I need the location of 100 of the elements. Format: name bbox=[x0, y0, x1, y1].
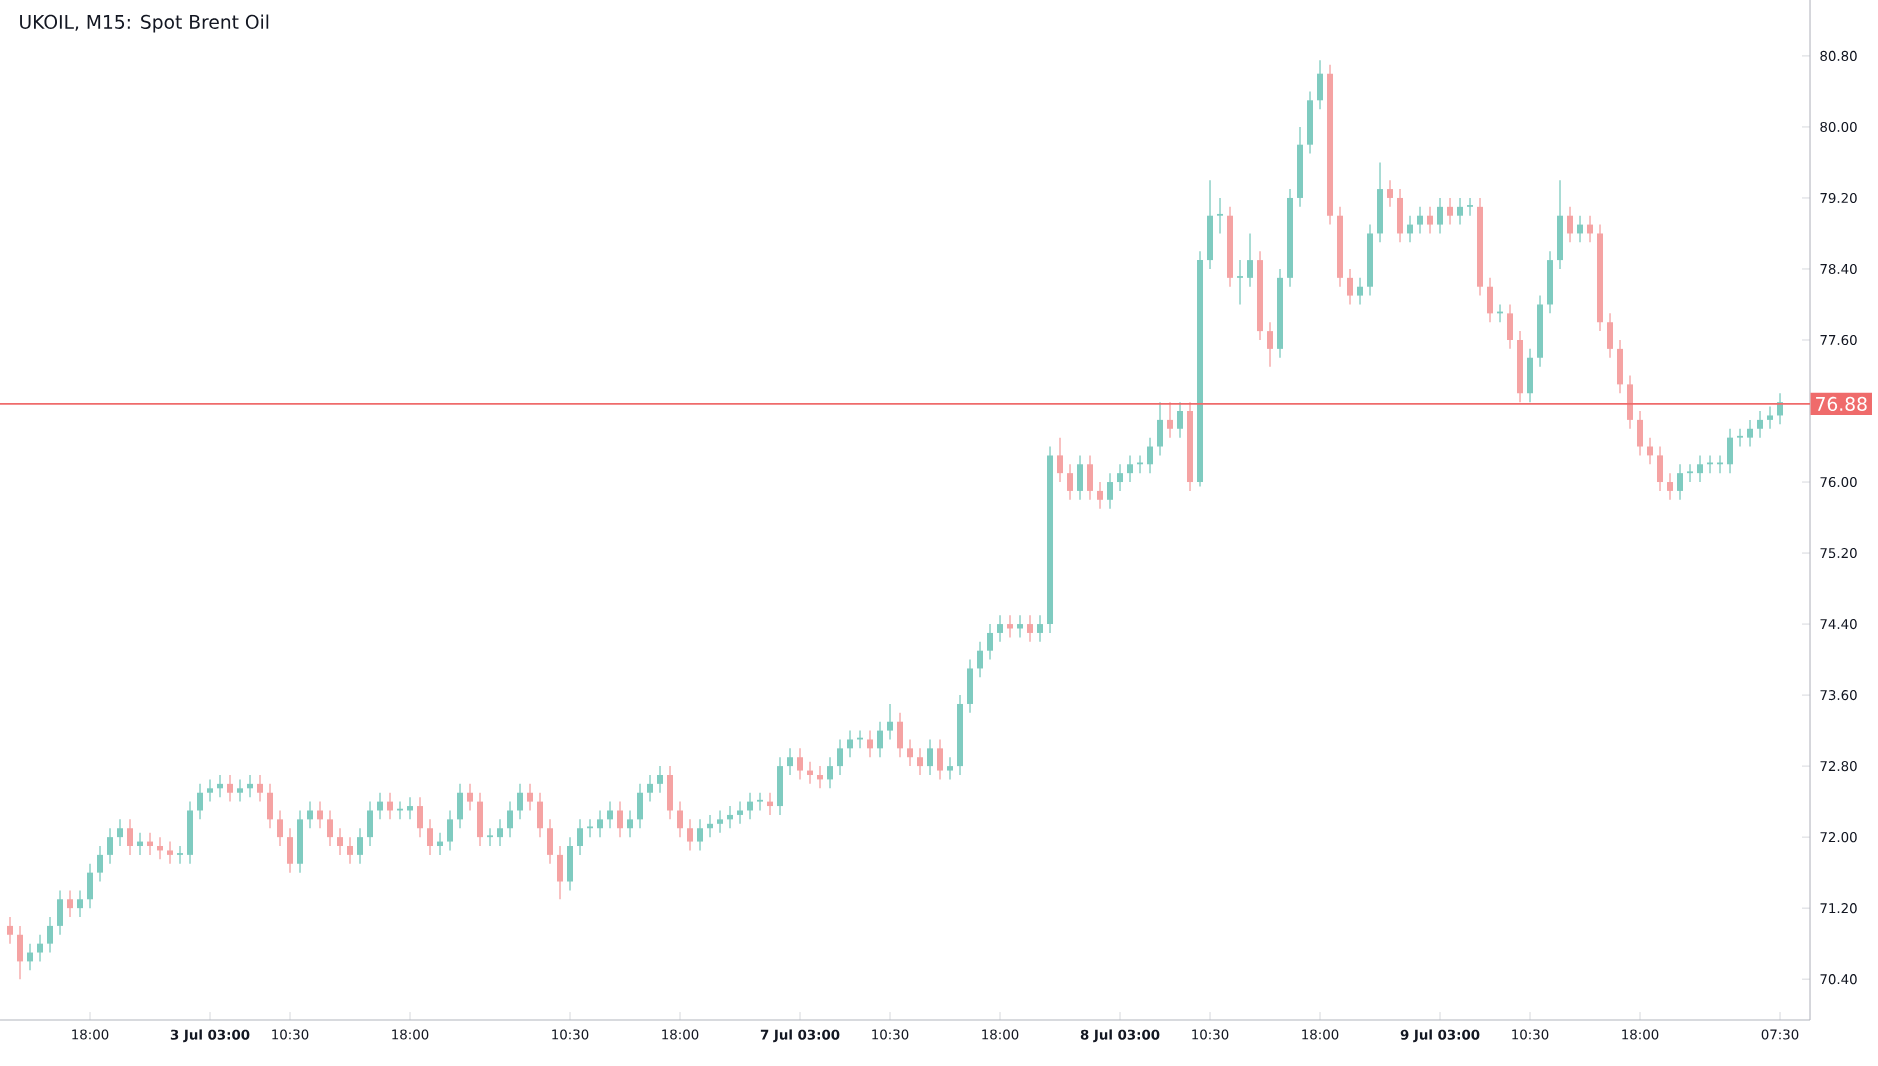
candlestick bbox=[1607, 312, 1614, 359]
candlestick bbox=[967, 658, 974, 714]
candlestick bbox=[507, 800, 514, 838]
candlestick bbox=[167, 840, 174, 865]
candlestick bbox=[947, 756, 954, 781]
candlestick bbox=[47, 916, 54, 954]
candlestick bbox=[327, 809, 334, 847]
candlestick bbox=[1397, 188, 1404, 244]
candlestick bbox=[627, 809, 634, 838]
candlestick bbox=[37, 934, 44, 963]
candlestick bbox=[547, 818, 554, 865]
candlestick bbox=[107, 827, 114, 865]
candlestick bbox=[1207, 179, 1214, 270]
candlestick bbox=[887, 703, 894, 741]
candlestick bbox=[747, 792, 754, 821]
candlestick bbox=[27, 942, 33, 971]
candlestick bbox=[307, 800, 314, 829]
candlestick bbox=[1557, 179, 1564, 270]
candlestick bbox=[267, 783, 273, 829]
candlestick bbox=[7, 916, 13, 945]
candlestick bbox=[17, 925, 24, 980]
candlestick bbox=[1357, 277, 1364, 306]
candlestick bbox=[1107, 472, 1114, 510]
candlestick bbox=[837, 738, 844, 776]
candlestick bbox=[97, 845, 104, 883]
candlestick bbox=[477, 792, 483, 847]
candlestick bbox=[1507, 303, 1514, 350]
candlestick bbox=[677, 800, 684, 838]
candlestick bbox=[487, 827, 494, 847]
candlestick bbox=[177, 845, 184, 865]
candlestick bbox=[1737, 428, 1744, 448]
candlestick bbox=[737, 800, 744, 825]
candlestick bbox=[1177, 401, 1184, 439]
candlestick bbox=[1347, 268, 1354, 306]
candlestick bbox=[1067, 463, 1074, 501]
candlestick bbox=[207, 778, 214, 803]
candlestick bbox=[1387, 179, 1394, 208]
candlestick bbox=[827, 756, 834, 789]
candlestick bbox=[1147, 436, 1154, 474]
candlestick bbox=[1627, 374, 1634, 430]
candlestick bbox=[1377, 161, 1384, 244]
candlestick bbox=[357, 827, 364, 865]
candlestick bbox=[197, 783, 203, 821]
candlestick bbox=[987, 623, 994, 661]
candlestick bbox=[237, 778, 244, 803]
candlestick bbox=[1547, 250, 1554, 315]
candlestick bbox=[287, 827, 294, 874]
candlestick bbox=[1307, 90, 1314, 155]
candlestick bbox=[1767, 405, 1774, 430]
candlestick bbox=[787, 747, 794, 776]
candlestick bbox=[277, 809, 284, 847]
candlestick bbox=[317, 800, 324, 829]
candlestick bbox=[1697, 454, 1704, 483]
candlestick bbox=[567, 836, 574, 892]
ref-line-label: 76.88 bbox=[1816, 396, 1867, 411]
candlestick bbox=[387, 792, 394, 821]
candlestick bbox=[587, 818, 594, 838]
candlestick bbox=[347, 836, 354, 865]
candlestick bbox=[1727, 428, 1734, 474]
candlestick bbox=[1007, 614, 1014, 639]
candlestick bbox=[1217, 197, 1224, 235]
candlestick bbox=[1457, 197, 1464, 226]
candlestick bbox=[1027, 614, 1034, 643]
candlestick bbox=[187, 800, 194, 865]
text: UKOIL, M15: Spot Brent Oil bbox=[20, 14, 269, 33]
candlestick bbox=[1447, 197, 1454, 226]
candlestick bbox=[977, 641, 984, 679]
candlestick bbox=[447, 809, 454, 852]
candlestick bbox=[1317, 59, 1324, 110]
candlestick bbox=[1097, 481, 1104, 510]
candlestick bbox=[1427, 206, 1434, 235]
candlestick bbox=[367, 800, 374, 847]
candlestick bbox=[457, 783, 464, 829]
candlestick bbox=[377, 792, 384, 821]
candlestick bbox=[1657, 445, 1664, 492]
candlestick bbox=[1017, 614, 1024, 639]
candlestick bbox=[537, 792, 544, 838]
candlestick bbox=[1647, 436, 1654, 465]
candlestick bbox=[1057, 436, 1064, 483]
candlestick bbox=[1267, 321, 1274, 368]
candlestick bbox=[57, 889, 63, 936]
candlestick bbox=[497, 818, 504, 847]
candlestick bbox=[1117, 463, 1124, 492]
candlestick bbox=[577, 818, 584, 856]
candlestick bbox=[527, 783, 533, 812]
candlestick bbox=[67, 889, 74, 918]
candlestick bbox=[1577, 215, 1584, 244]
candlestick bbox=[1407, 215, 1414, 244]
candlestick bbox=[1677, 463, 1684, 501]
candlestick bbox=[1617, 339, 1624, 394]
candlestick bbox=[1667, 472, 1674, 501]
candlestick bbox=[1417, 206, 1424, 235]
candlestick bbox=[77, 889, 83, 918]
candlestick bbox=[1157, 401, 1164, 457]
candlestick bbox=[657, 765, 664, 794]
candlestick bbox=[1037, 614, 1044, 643]
candlestick bbox=[907, 738, 914, 767]
candlestick bbox=[797, 747, 804, 781]
candlestick bbox=[1487, 277, 1494, 323]
candlestick bbox=[417, 796, 424, 838]
